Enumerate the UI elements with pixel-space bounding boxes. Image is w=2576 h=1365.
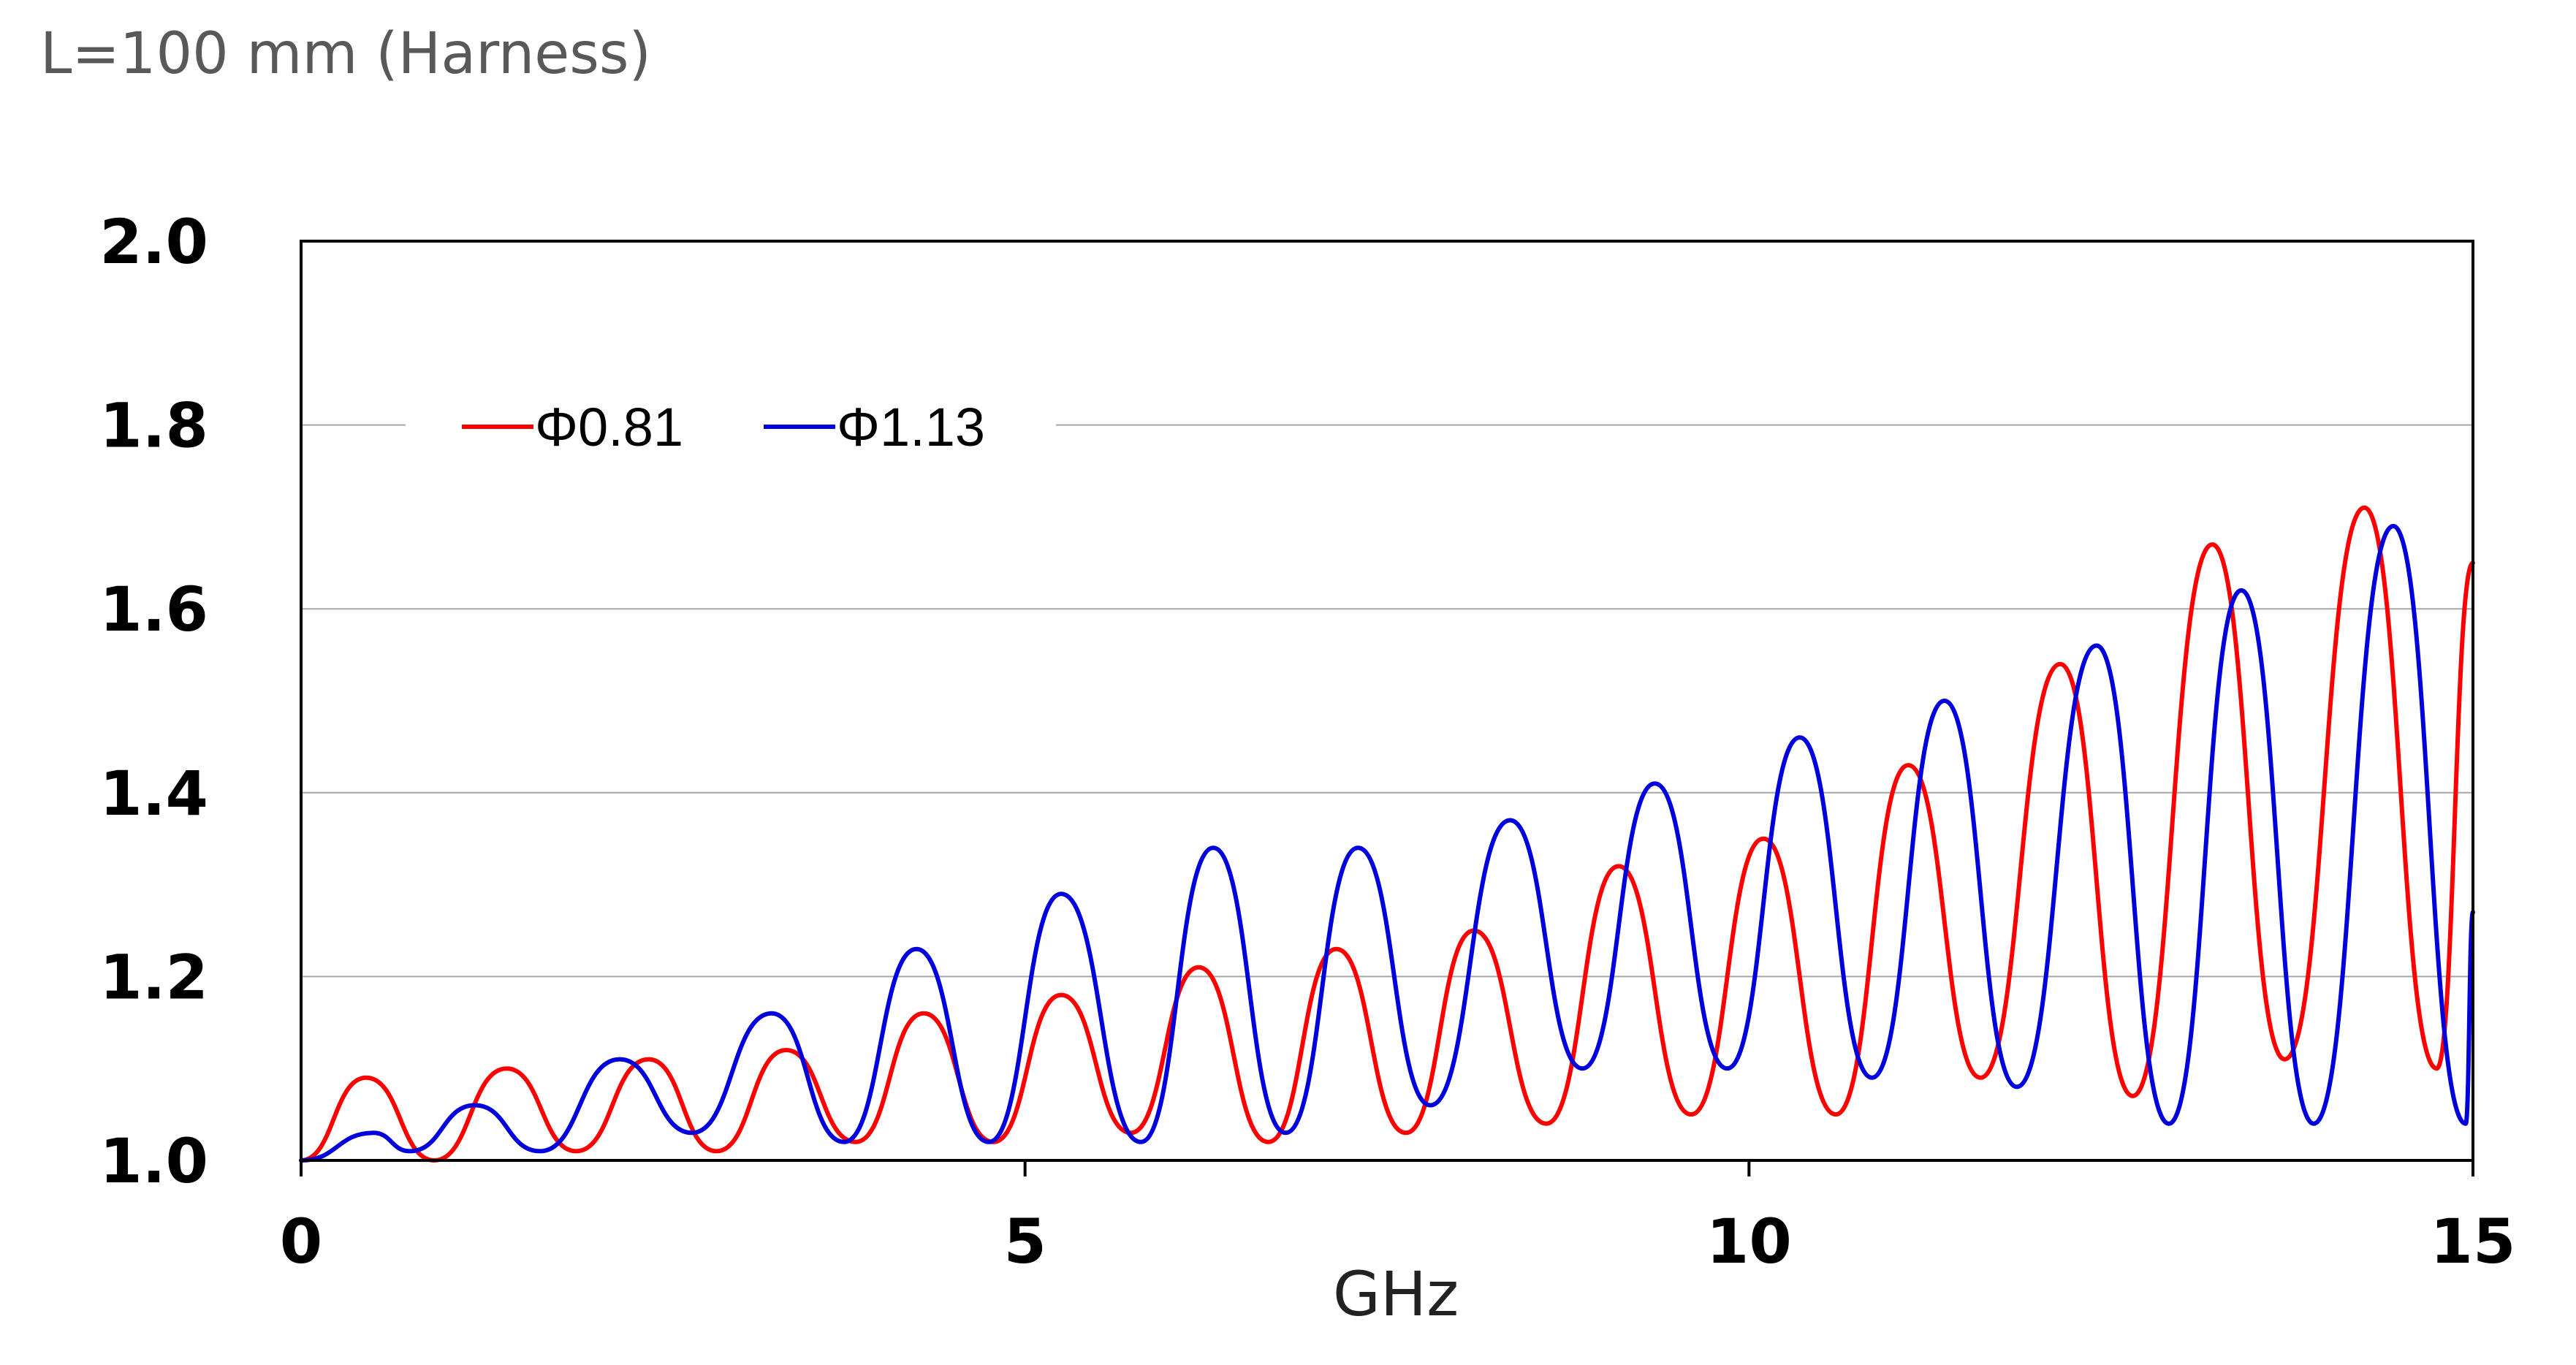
y-tick-label-1: 1.2 bbox=[99, 941, 208, 1013]
y-tick-label-4: 1.8 bbox=[99, 390, 208, 462]
y-axis-ticks: 1.0 1.2 1.4 1.6 1.8 2.0 bbox=[99, 206, 208, 1197]
x-tick-label-1: 5 bbox=[1003, 1206, 1046, 1277]
y-tick-label-2: 1.4 bbox=[99, 758, 208, 829]
grid-lines bbox=[301, 424, 2473, 978]
series-line-0 bbox=[299, 505, 2475, 1163]
y-tick-label-3: 1.6 bbox=[99, 574, 208, 645]
x-tick-label-3: 15 bbox=[2431, 1206, 2516, 1277]
legend-label-phi113: Φ1.13 bbox=[837, 397, 985, 457]
legend: Φ0.81 Φ1.13 bbox=[406, 391, 1056, 464]
chart-title: L=100 mm (Harness) bbox=[40, 21, 651, 87]
x-tick-label-2: 10 bbox=[1706, 1206, 1792, 1277]
series-layer bbox=[299, 505, 2475, 1163]
x-axis-label: GHz bbox=[1333, 1258, 1459, 1330]
series-line-1 bbox=[299, 524, 2475, 1163]
y-tick-label-0: 1.0 bbox=[99, 1125, 208, 1197]
legend-label-phi081: Φ0.81 bbox=[535, 397, 683, 457]
x-axis-ticks: 0 5 10 15 bbox=[280, 1160, 2516, 1277]
x-tick-label-0: 0 bbox=[280, 1206, 322, 1277]
y-tick-label-5: 2.0 bbox=[99, 206, 208, 278]
plot-frame bbox=[300, 240, 2474, 1162]
